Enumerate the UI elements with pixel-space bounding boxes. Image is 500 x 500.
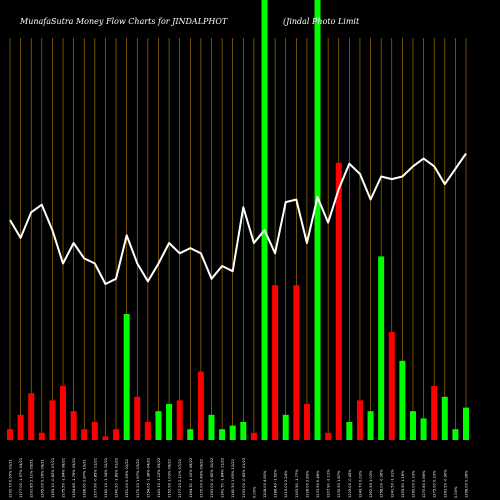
x-tick-label: 0.00%: [454, 486, 458, 498]
bar-layer: [7, 0, 469, 441]
x-tick-label: 1268.00 0.36%: [465, 470, 469, 498]
bar: [28, 393, 35, 440]
x-tick-label: 1258.00 -0.36%: [380, 469, 384, 498]
company-name: (Jindal Photo Limit: [283, 17, 360, 26]
bar: [155, 411, 162, 440]
bar: [441, 396, 448, 440]
x-tick-label: 1263.50 -0.90%: [443, 469, 447, 498]
bar: [388, 332, 395, 440]
bar: [367, 411, 374, 440]
x-tick-label: 1140.20 -1.89% 01/22: [115, 458, 119, 498]
x-tick-label: 1154.85 -1.76% 09/21: [72, 458, 76, 498]
bar: [70, 411, 77, 440]
bar: [134, 396, 141, 440]
bar: [314, 0, 321, 440]
tick-layer: 1200.70 0.95% 03/21 1177.00 -1.97% 04/21 1…: [9, 458, 469, 498]
price-line: [9, 152, 467, 285]
bar: [60, 386, 67, 440]
x-tick-label: 1260.00 0.33%: [411, 470, 415, 498]
x-tick-label: 1153.00 -0.65% 01/23: [242, 458, 246, 498]
bar: [144, 422, 151, 440]
bar: [452, 429, 459, 440]
x-tick-label: 1207.90 -2.11%: [327, 469, 331, 498]
bar: [420, 418, 427, 440]
bar: [17, 414, 24, 440]
chart-title: MunafaSutra Money Flow Charts for JINDAL…: [19, 17, 228, 26]
bar: [240, 422, 247, 440]
x-tick-label: 1225.00 -0.45%: [348, 469, 352, 498]
bar: [102, 436, 109, 440]
bar: [113, 429, 120, 440]
bar: [409, 411, 416, 440]
x-tick-label: 1208.00 4.80%: [263, 470, 267, 498]
bar: [187, 429, 194, 440]
bar: [335, 162, 342, 441]
x-tick-label: 0.00%: [252, 486, 256, 498]
bar: [197, 371, 204, 440]
bar: [261, 0, 268, 440]
bar: [356, 400, 363, 440]
bar: [272, 285, 279, 440]
x-tick-label: 1233.90 0.48%: [316, 470, 320, 498]
bar: [250, 432, 257, 440]
x-tick-label: 1241.50 -1.31%: [390, 469, 394, 498]
bar: [7, 429, 13, 440]
bar: [346, 422, 353, 440]
x-tick-label: 1195.10 -0.82% 07/21: [51, 458, 55, 498]
x-tick-label: 1170.20 1.67% 03/22: [136, 459, 140, 498]
x-tick-label: 1188.40 -1.62%: [274, 469, 278, 498]
x-tick-label: 1205.00 0.26% 06/21: [40, 459, 44, 498]
x-tick-label: 1230.50 1.87%: [337, 470, 341, 498]
x-tick-label: 1170.00 0.49% 09/22: [199, 459, 203, 498]
x-tick-label: 1163.00 -0.60% 10/22: [210, 458, 214, 498]
x-tick-label: 1162.10 -1.34% 12/21: [104, 458, 108, 498]
x-tick-label: 1154.05 -1.38% 04/22: [146, 458, 150, 498]
x-tick-label: 1200.70 0.95% 03/21: [9, 459, 13, 498]
x-tick-label: 1188.00 2.87% 10/21: [83, 459, 87, 498]
x-tick-label: 1262.55 1.03%: [369, 470, 373, 498]
x-tick-label: 1193.50 -1.77%: [295, 469, 299, 498]
bar: [81, 429, 88, 440]
x-tick-label: 1249.70 2.02%: [358, 470, 362, 498]
x-tick-label: 1141.10 -1.12% 05/22: [157, 458, 161, 498]
bar: [303, 404, 310, 440]
x-tick-label: 1201.85 2.11% 05/21: [30, 459, 34, 498]
bar: [431, 386, 438, 440]
bar: [229, 425, 236, 440]
x-tick-label: 1228.00 2.89%: [305, 470, 309, 498]
bar: [219, 429, 226, 440]
bar: [399, 360, 406, 440]
x-tick-label: 1177.90 -0.85% 11/21: [93, 458, 97, 498]
x-tick-label: 1215.00 2.24%: [284, 470, 288, 498]
x-tick-label: 1164.30 -1.10% 08/22: [189, 458, 193, 498]
bar: [463, 407, 469, 440]
bar: [49, 400, 56, 440]
bar: [176, 400, 183, 440]
x-tick-label: 1270.80 0.86%: [422, 470, 426, 498]
bar: [282, 414, 289, 440]
x-tick-label: 1151.00 0.95% 02/22: [125, 459, 129, 498]
line-layer: [9, 152, 467, 285]
x-tick-label: 1141.70 -1.84% 11/22: [221, 458, 225, 498]
x-tick-label: 1177.00 -1.97% 04/21: [19, 458, 23, 498]
bar: [91, 422, 98, 440]
bar: [123, 314, 130, 440]
bar: [378, 256, 385, 440]
x-tick-label: 1177.25 2.11% 07/22: [178, 459, 182, 498]
x-tick-label: 1160.50 1.65% 12/22: [231, 459, 235, 498]
bar: [208, 414, 215, 440]
x-tick-label: 1255.90 1.16%: [401, 470, 405, 498]
bar: [293, 285, 300, 440]
x-tick-label: 1275.00 0.33%: [433, 470, 437, 498]
x-tick-label: 1152.90 1.03% 06/22: [168, 459, 172, 498]
x-tick-label: 1175.50 -1.64% 08/21: [62, 458, 66, 498]
bar: [325, 432, 332, 440]
bar: [38, 432, 45, 440]
bar: [166, 404, 173, 440]
